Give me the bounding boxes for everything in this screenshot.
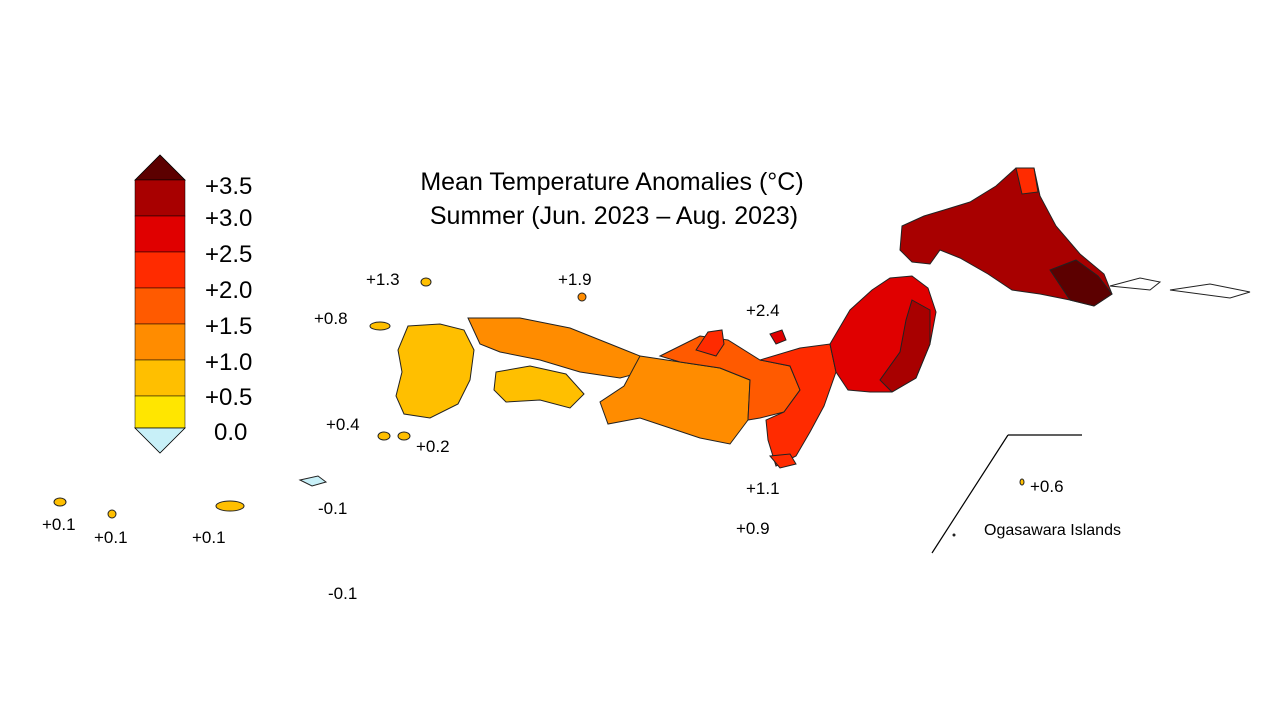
legend-label-1-0: +1.0: [205, 349, 252, 376]
map-title-line1: Mean Temperature Anomalies (°C): [420, 168, 803, 196]
island-goto: [369, 321, 391, 331]
legend-label-0-5: +0.5: [205, 384, 252, 411]
legend-arrow-top: [134, 154, 186, 181]
legend-band-0-5: [134, 359, 186, 397]
legend-label-1-5: +1.5: [205, 313, 252, 340]
island-tanegashima: [397, 431, 411, 441]
island-oki: [577, 292, 587, 302]
legend-arrow-bottom: [134, 427, 186, 454]
legend-band-2: [134, 251, 186, 289]
island-kuril: [1109, 277, 1251, 299]
label-goto: +0.8: [314, 309, 348, 328]
region-shikoku: [493, 365, 585, 409]
island-tsushima: [420, 277, 432, 287]
label-izu-north: +1.1: [746, 479, 780, 498]
region-hokkaido-north: [1015, 167, 1039, 195]
region-noto: [695, 329, 725, 357]
legend-label-2-0: +2.0: [205, 277, 252, 304]
island-okinawa: [298, 475, 328, 487]
label-tanegashima: +0.2: [416, 437, 450, 456]
island-amami: [215, 500, 245, 512]
region-kyushu: [395, 323, 475, 419]
legend-label-0-0: 0.0: [214, 419, 247, 446]
label-ogasawara: +0.6: [1030, 477, 1064, 496]
legend-band-1-5: [134, 287, 186, 325]
label-amami: +0.1: [192, 528, 226, 547]
legend-band-1: [134, 323, 186, 361]
label-daito: -0.1: [328, 584, 357, 603]
legend-label-3-0: +3.0: [205, 205, 252, 232]
island-minamitori: [952, 533, 956, 537]
label-izu-south: +0.9: [736, 519, 770, 538]
island-koshiki: [377, 431, 391, 441]
label-hokkaido-channel: +2.4: [746, 301, 780, 320]
island-miyako: [107, 509, 117, 519]
label-ogasawara-islands: Ogasawara Islands: [984, 522, 1121, 539]
label-yaeyama: +0.1: [42, 515, 76, 534]
map-title-line2: Summer (Jun. 2023 – Aug. 2023): [430, 202, 798, 230]
island-boso: [769, 453, 797, 469]
label-miyako: +0.1: [94, 528, 128, 547]
japan-map: [53, 167, 1251, 519]
legend-label-3-5: +3.5: [205, 173, 252, 200]
label-okinawa: -0.1: [318, 499, 347, 518]
legend-band-3: [134, 179, 186, 217]
region-tohoku-east: [879, 299, 931, 393]
island-yaeyama: [53, 497, 67, 507]
label-oki: +1.9: [558, 270, 592, 289]
region-hokkaido-east: [1049, 259, 1113, 307]
label-tsushima: +1.3: [366, 270, 400, 289]
legend-colorbar: +3.5 +3.0 +2.5 +2.0 +1.5 +1.0 +0.5 0.0: [134, 154, 252, 454]
inset-border-diag: [931, 434, 1009, 554]
legend-band-2-5: [134, 215, 186, 253]
ogasawara-inset: [931, 434, 1082, 554]
region-chugoku: [467, 317, 651, 379]
island-sado: [769, 329, 787, 345]
island-ogasawara: [1019, 478, 1025, 486]
legend-label-2-5: +2.5: [205, 241, 252, 268]
legend-band-0: [134, 395, 186, 429]
label-koshiki: +0.4: [326, 415, 360, 434]
